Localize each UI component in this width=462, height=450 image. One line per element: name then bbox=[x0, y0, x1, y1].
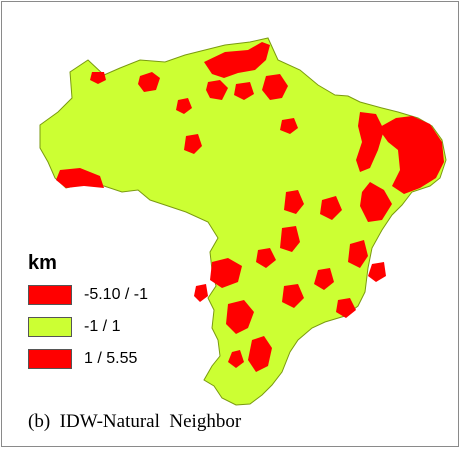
figure-caption: (b) IDW-Natural Neighbor bbox=[28, 411, 242, 432]
legend-item-neutral: -1 / 1 bbox=[28, 314, 148, 340]
anomaly-patches bbox=[56, 42, 444, 372]
legend: km -5.10 / -1 -1 / 1 1 / 5.55 bbox=[28, 252, 148, 378]
legend-swatch-negative bbox=[28, 285, 72, 305]
legend-label-neutral: -1 / 1 bbox=[84, 318, 121, 335]
legend-item-negative: -5.10 / -1 bbox=[28, 282, 148, 308]
legend-label-negative: -5.10 / -1 bbox=[84, 286, 149, 303]
legend-item-positive: 1 / 5.55 bbox=[28, 346, 148, 372]
legend-title: km bbox=[28, 252, 57, 274]
legend-label-positive: 1 / 5.55 bbox=[84, 350, 138, 367]
legend-swatch-neutral bbox=[28, 317, 72, 337]
legend-swatch-positive bbox=[28, 349, 72, 369]
